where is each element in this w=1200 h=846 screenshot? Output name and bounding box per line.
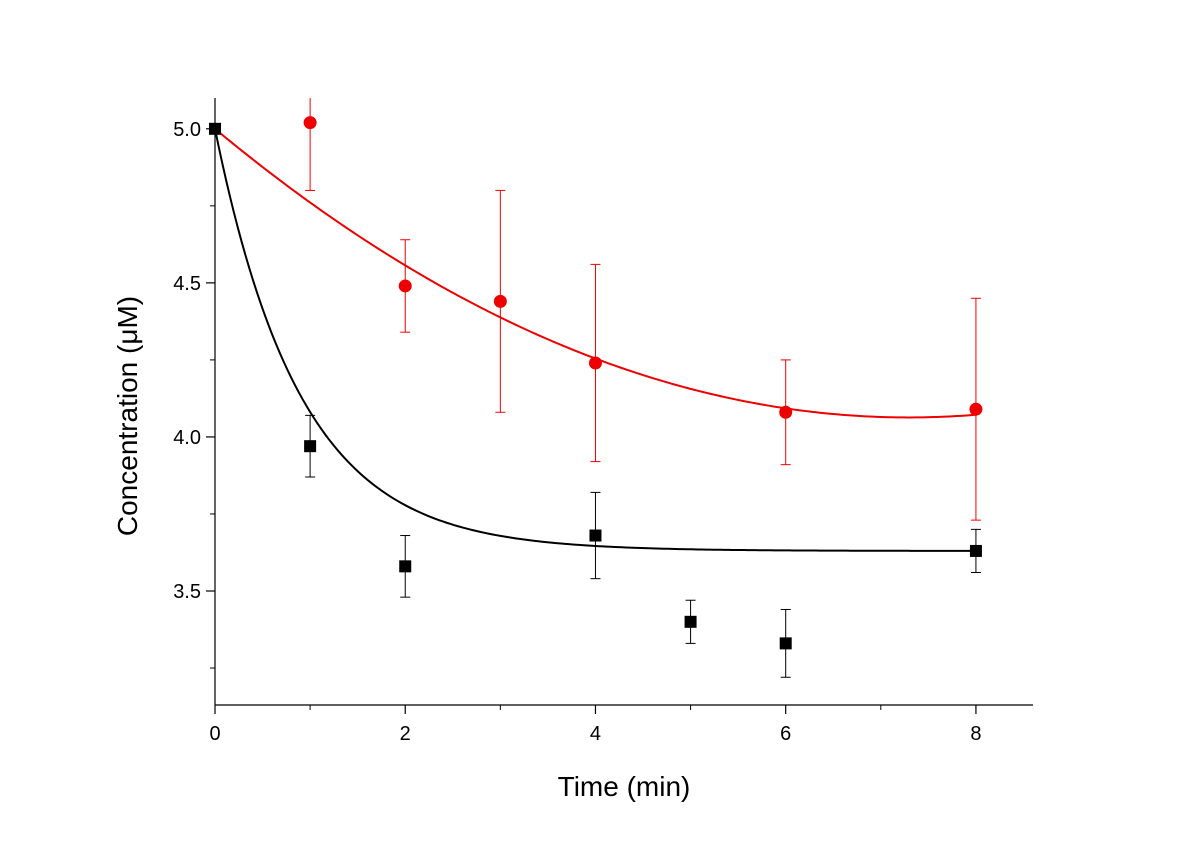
black-data-point (779, 637, 792, 650)
x-tick-label: 2 (400, 723, 411, 745)
black-data-point (399, 560, 412, 573)
x-tick-label: 4 (590, 723, 601, 745)
black-data-point (969, 544, 982, 557)
y-tick-label: 4.0 (173, 427, 201, 449)
plot-area: 0 2 4 6 8 3.5 4.0 4.5 5.0 (173, 98, 1033, 745)
red-data-point (588, 356, 602, 370)
y-tick-label: 5.0 (173, 119, 201, 141)
black-data-point (209, 122, 221, 135)
red-data-point (398, 279, 412, 293)
x-axis-title: Time (min) (558, 771, 691, 802)
black-data-point (589, 529, 602, 542)
y-tick-label: 4.5 (173, 273, 201, 295)
red-data-point (493, 294, 507, 308)
x-tick-label: 0 (209, 723, 220, 745)
black-data-point (684, 615, 697, 628)
x-tick-label: 6 (780, 723, 791, 745)
y-axis-title: Concentration (μM) (112, 296, 143, 536)
red-data-point (303, 116, 317, 130)
y-tick-label: 3.5 (173, 581, 201, 603)
red-data-point (969, 402, 983, 416)
red-data-point (779, 405, 793, 419)
x-tick-label: 8 (970, 723, 981, 745)
black-data-point (304, 440, 317, 453)
